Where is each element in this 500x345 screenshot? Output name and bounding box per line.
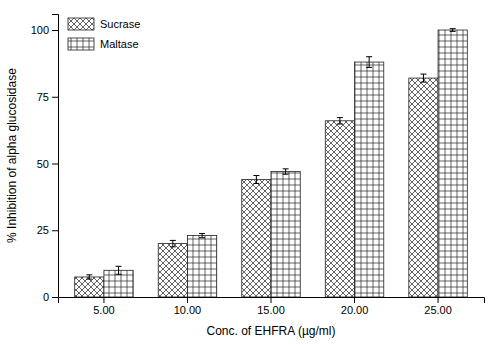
error-bar (366, 57, 372, 68)
x-tick: 5.00 (93, 297, 114, 316)
error-bar (170, 240, 176, 246)
error-cap (170, 246, 176, 247)
error-cap (420, 82, 426, 83)
y-tick: 50 (37, 158, 58, 170)
y-tick: 100 (31, 24, 58, 36)
error-line (89, 275, 90, 279)
error-cap (450, 31, 456, 32)
error-bar (253, 176, 259, 184)
y-tick-label: 0 (43, 291, 49, 303)
y-tick-mark (52, 30, 58, 31)
x-tick-mark (271, 297, 272, 303)
error-cap (253, 183, 259, 184)
error-bar (283, 169, 289, 174)
y-tick-mark (52, 97, 58, 98)
error-bar (116, 266, 122, 274)
error-cap (337, 117, 343, 118)
error-cap (337, 123, 343, 124)
error-cap (116, 266, 122, 267)
y-tick-mark (52, 297, 58, 298)
error-line (256, 176, 257, 184)
error-bar (199, 233, 205, 237)
x-tick-label: 15.00 (257, 304, 285, 316)
y-tick-label: 25 (37, 224, 49, 236)
error-cap (283, 174, 289, 175)
y-tick-mark (52, 230, 58, 231)
error-cap (253, 175, 259, 176)
bar (409, 78, 438, 297)
y-tick: 75 (37, 91, 58, 103)
x-axis-line (59, 298, 485, 304)
bar (187, 236, 216, 297)
x-tick: 25.00 (424, 297, 452, 316)
error-cap (366, 67, 372, 68)
legend: Sucrase Maltase (68, 18, 140, 50)
y-axis: 0 25 50 75 100 (31, 15, 59, 304)
error-cap (420, 74, 426, 75)
bar (325, 121, 354, 297)
bar (242, 180, 271, 297)
error-line (369, 57, 370, 68)
legend-label: Maltase (100, 38, 139, 50)
x-tick-label: 5.00 (93, 304, 114, 316)
x-tick-label: 25.00 (424, 304, 452, 316)
y-tick: 25 (37, 224, 58, 236)
error-bar (420, 74, 426, 82)
error-cap (86, 274, 92, 275)
x-tick-label: 10.00 (174, 304, 202, 316)
error-line (118, 266, 119, 274)
bar (104, 270, 133, 297)
error-cap (199, 233, 205, 234)
legend-swatch (68, 18, 94, 30)
y-tick-mark (52, 164, 58, 165)
plot: 0 25 50 75 100 5.00 10.00 15.00 20.00 25.00 Sucras… (31, 15, 485, 316)
y-axis-line (52, 15, 59, 298)
error-line (172, 240, 173, 246)
legend-label: Sucrase (100, 18, 140, 30)
y-tick-label: 50 (37, 158, 49, 170)
x-tick-mark (103, 297, 104, 303)
series (104, 29, 467, 297)
x-axis-title: Conc. of EHFRA (µg/ml) (207, 324, 336, 338)
x-tick-mark (354, 297, 355, 303)
x-tick-mark (187, 297, 188, 303)
x-tick: 20.00 (341, 297, 369, 316)
error-cap (450, 28, 456, 29)
error-bar (337, 118, 343, 124)
y-axis-title: % Inhibition of alpha glucosidase (5, 68, 19, 243)
error-line (423, 74, 424, 82)
marks (75, 29, 468, 297)
error-cap (86, 279, 92, 280)
x-tick: 10.00 (174, 297, 202, 316)
error-bar (450, 29, 456, 32)
error-cap (116, 274, 122, 275)
x-tick-mark (438, 297, 439, 303)
legend-item: Maltase (68, 38, 139, 50)
bar (75, 277, 104, 297)
x-axis: 5.00 10.00 15.00 20.00 25.00 (59, 297, 485, 316)
y-tick: 0 (43, 291, 58, 303)
y-tick-label: 75 (37, 91, 49, 103)
error-line (285, 169, 286, 174)
error-cap (170, 240, 176, 241)
bar (355, 62, 384, 297)
legend-swatch (68, 38, 94, 50)
bar (271, 172, 300, 297)
bar (438, 30, 467, 297)
y-tick-label: 100 (31, 24, 49, 36)
chart: 0 25 50 75 100 5.00 10.00 15.00 20.00 25.00 Sucras… (0, 0, 500, 345)
error-cap (199, 237, 205, 238)
legend-item: Sucrase (68, 18, 140, 30)
error-line (202, 233, 203, 237)
error-cap (366, 56, 372, 57)
x-tick: 15.00 (257, 297, 285, 316)
x-tick-label: 20.00 (341, 304, 369, 316)
error-line (339, 118, 340, 124)
error-cap (283, 168, 289, 169)
bar (158, 244, 187, 297)
error-bar (86, 275, 92, 279)
